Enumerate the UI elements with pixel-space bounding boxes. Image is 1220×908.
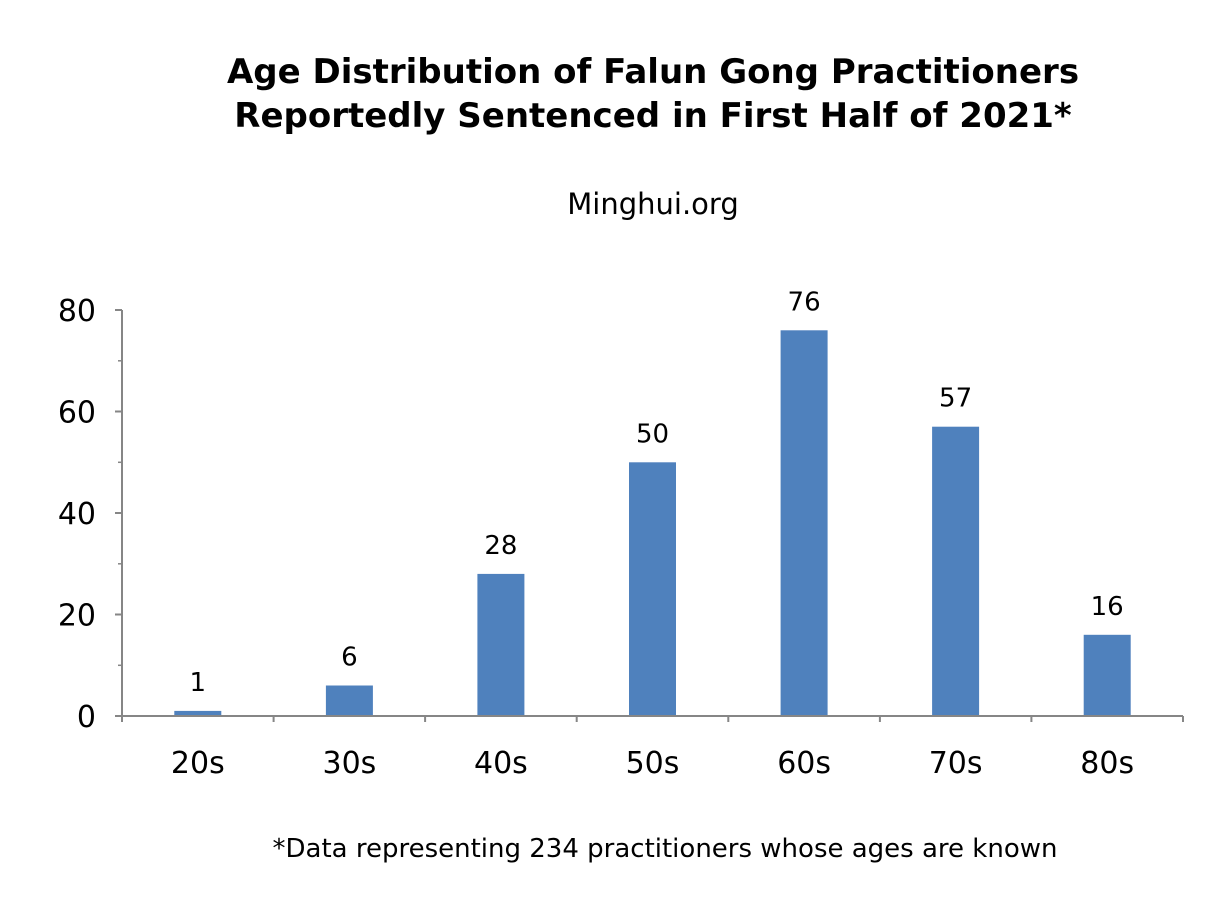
bars-layer: [174, 330, 1131, 717]
x-tick-label-50s: 50s: [626, 746, 680, 781]
data-label-20s: 1: [190, 668, 207, 698]
y-tick-label-0: 0: [77, 700, 96, 735]
chart-subtitle: Minghui.org: [567, 187, 739, 221]
chart-title-line-1: Age Distribution of Falun Gong Practitio…: [226, 52, 1080, 92]
x-tick-label-40s: 40s: [474, 746, 528, 781]
y-tick-label-20: 20: [58, 599, 96, 634]
x-tick-label-30s: 30s: [322, 746, 376, 781]
bar-70s: [932, 426, 980, 716]
data-label-40s: 28: [484, 531, 517, 561]
data-label-70s: 57: [939, 384, 972, 414]
bar-20s: [174, 710, 222, 716]
bar-30s: [325, 685, 373, 716]
y-tick-label-40: 40: [58, 497, 96, 532]
axes-layer: 20s 30s 40s 50s 60s 70s 80s 0 20 40 60 80: [58, 294, 1184, 781]
data-label-50s: 50: [636, 419, 669, 449]
data-label-60s: 76: [788, 287, 821, 317]
x-tick-label-60s: 60s: [777, 746, 831, 781]
bar-50s: [629, 462, 676, 717]
bar-40s: [477, 573, 525, 716]
x-tick-label-20s: 20s: [171, 746, 225, 781]
data-label-80s: 16: [1091, 592, 1124, 622]
bar-60s: [780, 330, 828, 716]
chart-title-line-2: Reportedly Sentenced in First Half of 20…: [234, 96, 1072, 136]
x-tick-label-70s: 70s: [929, 746, 983, 781]
y-tick-label-60: 60: [58, 396, 96, 431]
chart-footnote: *Data representing 234 practitioners who…: [272, 834, 1058, 864]
data-label-30s: 6: [341, 643, 358, 673]
y-tick-label-80: 80: [58, 294, 96, 329]
x-tick-label-80s: 80s: [1080, 746, 1134, 781]
bar-80s: [1083, 634, 1131, 716]
